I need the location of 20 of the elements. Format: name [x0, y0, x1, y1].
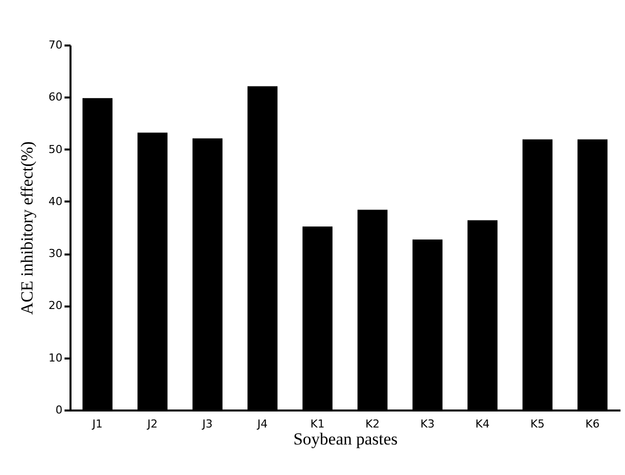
y-tick-label: 50 [48, 142, 62, 156]
y-tick-label: 40 [48, 194, 62, 208]
y-tick-label: 70 [48, 38, 62, 52]
y-tick-label: 10 [48, 351, 62, 364]
x-tick-label: K1 [310, 418, 325, 430]
y-tick-label: 20 [48, 299, 62, 312]
x-tick-label: J4 [256, 418, 268, 430]
y-tick-label: 30 [48, 247, 62, 260]
y-axis-title: ACE inhibitory effect(%) [18, 141, 37, 315]
x-tick-label: K4 [475, 418, 490, 430]
x-axis-title: Soybean pastes [293, 430, 398, 448]
y-tick-label: 60 [48, 90, 62, 104]
y-tick-label: 0 [56, 404, 62, 416]
x-tick-label: K2 [365, 418, 380, 430]
x-tick-label: K6 [585, 418, 600, 430]
x-tick-label: K3 [420, 418, 435, 430]
x-tick-label: J2 [146, 418, 158, 430]
x-tick-label: J3 [201, 418, 213, 430]
x-tick-label: K5 [530, 418, 545, 430]
x-tick-label: J1 [91, 418, 103, 430]
